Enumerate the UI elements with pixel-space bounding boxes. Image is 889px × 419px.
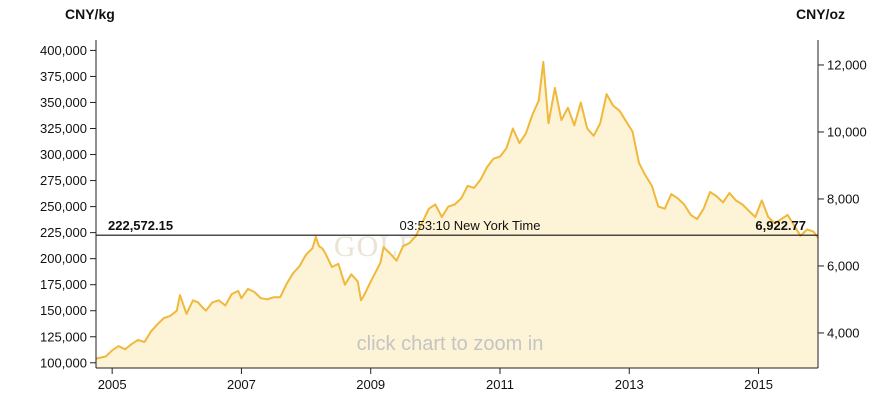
- y-left-unit-label: CNY/kg: [65, 6, 115, 22]
- y-left-tick-label: 400,000: [40, 43, 87, 58]
- x-tick-label: 2011: [486, 377, 514, 392]
- y-right-tick-label: 10,000: [827, 124, 867, 139]
- price-area-fill: [96, 61, 818, 369]
- y-left-tick-label: 100,000: [40, 355, 87, 370]
- y-left-tick-label: 275,000: [40, 173, 87, 188]
- y-right-tick-label: 4,000: [827, 325, 860, 340]
- x-tick-label: 2009: [356, 377, 385, 392]
- y-left-tick-label: 225,000: [40, 225, 87, 240]
- y-left-tick-label: 350,000: [40, 95, 87, 110]
- y-left-tick-label: 125,000: [40, 329, 87, 344]
- y-left-tick-label: 250,000: [40, 199, 87, 214]
- x-tick-label: 2007: [227, 377, 256, 392]
- crosshair-value-left: 222,572.15: [108, 218, 173, 233]
- y-left-tick-label: 325,000: [40, 121, 87, 136]
- y-left-tick-label: 300,000: [40, 147, 87, 162]
- y-left-tick-label: 150,000: [40, 303, 87, 318]
- x-tick-label: 2013: [615, 377, 644, 392]
- y-left-tick-label: 375,000: [40, 69, 87, 84]
- y-right-tick-label: 6,000: [827, 258, 860, 273]
- zoom-hint-text[interactable]: click chart to zoom in: [357, 333, 544, 355]
- crosshair-time: 03:53:10 New York Time: [400, 218, 541, 233]
- y-right-tick-label: 12,000: [827, 57, 867, 72]
- y-right-tick-label: 8,000: [827, 191, 860, 206]
- x-tick-label: 2005: [98, 377, 127, 392]
- y-left-tick-label: 175,000: [40, 277, 87, 292]
- y-right-unit-label: CNY/oz: [796, 6, 845, 22]
- x-tick-label: 2015: [744, 377, 773, 392]
- y-left-tick-label: 200,000: [40, 251, 87, 266]
- crosshair-value-right: 6,922.77: [755, 218, 806, 233]
- price-line: [95, 60, 819, 360]
